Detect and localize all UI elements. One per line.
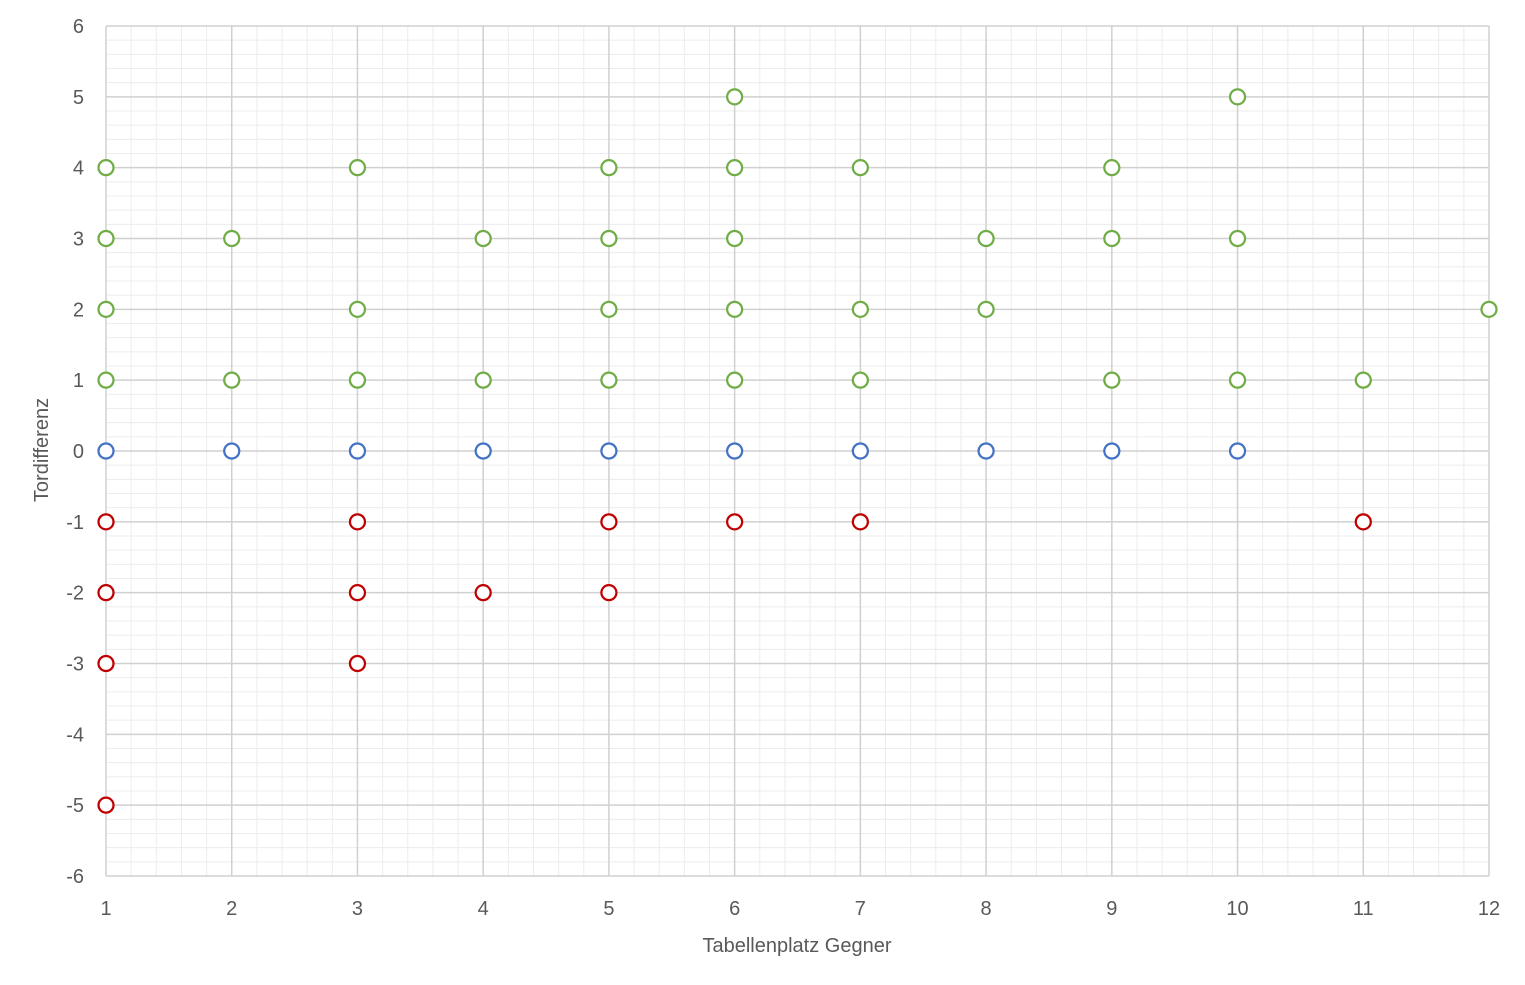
y-tick-label: 4: [73, 158, 84, 180]
data-point: [1103, 159, 1121, 177]
x-tick-label: 2: [226, 898, 237, 920]
data-point: [1103, 371, 1121, 389]
data-point: [348, 654, 367, 673]
data-point: [1354, 513, 1372, 531]
data-point: [348, 300, 367, 318]
data-point: [600, 229, 618, 248]
data-point: [1228, 88, 1247, 106]
data-point: [97, 513, 115, 531]
y-tick-label: -3: [66, 654, 84, 676]
data-points: [97, 88, 1498, 814]
y-tick-label: 5: [73, 87, 84, 109]
data-point: [1228, 229, 1247, 248]
y-tick-label: -6: [66, 866, 84, 888]
data-point: [851, 442, 869, 460]
x-axis-tick-labels: 1 2 3 4 5 6 7 8 9 10 11 12: [100, 898, 1500, 920]
data-point: [600, 371, 618, 389]
data-point: [97, 442, 115, 460]
data-point: [1480, 300, 1498, 318]
major-gridlines: [105, 25, 1490, 877]
data-point: [600, 513, 618, 531]
data-point: [348, 584, 367, 602]
data-point: [1228, 442, 1247, 460]
y-tick-label: 0: [73, 441, 84, 463]
x-tick-label: 4: [478, 898, 489, 920]
y-tick-label: -5: [66, 795, 84, 817]
data-point: [1228, 371, 1247, 389]
data-point: [600, 584, 618, 602]
x-tick-label: 7: [855, 898, 866, 920]
data-point: [851, 300, 869, 318]
y-tick-label: 6: [73, 16, 84, 38]
y-tick-label: -4: [66, 724, 84, 746]
data-point: [726, 442, 744, 460]
data-point: [97, 796, 115, 814]
data-point: [348, 442, 367, 460]
y-tick-label: 3: [73, 229, 84, 251]
data-point: [726, 229, 744, 248]
data-point: [600, 442, 618, 460]
x-tick-label: 11: [1353, 898, 1374, 920]
data-point: [474, 371, 492, 389]
data-point: [977, 300, 995, 318]
data-point: [97, 300, 115, 318]
data-point: [97, 229, 115, 248]
data-point: [851, 159, 869, 177]
x-tick-label: 3: [352, 898, 363, 920]
data-point: [97, 159, 115, 177]
x-tick-label: 12: [1478, 898, 1500, 920]
data-point: [348, 513, 367, 531]
data-point: [474, 584, 492, 602]
y-tick-label: 2: [73, 299, 84, 321]
data-point: [726, 371, 744, 389]
y-tick-label: -1: [66, 512, 84, 534]
y-axis-title: Tordifferenz: [31, 398, 53, 502]
x-axis-title: Tabellenplatz Gegner: [702, 935, 891, 957]
data-point: [474, 442, 492, 460]
data-point: [600, 300, 618, 318]
data-point: [223, 442, 241, 460]
x-tick-label: 6: [729, 898, 740, 920]
data-point: [726, 300, 744, 318]
data-point: [726, 88, 744, 106]
data-point: [1103, 229, 1121, 248]
data-point: [977, 229, 995, 248]
data-point: [1354, 371, 1372, 389]
data-point: [851, 371, 869, 389]
y-tick-label: 1: [73, 370, 84, 392]
data-point: [851, 513, 869, 531]
data-point: [97, 584, 115, 602]
data-point: [600, 159, 618, 177]
data-point: [1103, 442, 1121, 460]
x-tick-label: 10: [1226, 898, 1248, 920]
x-tick-label: 8: [981, 898, 992, 920]
data-point: [726, 159, 744, 177]
data-point: [97, 654, 115, 673]
x-tick-label: 9: [1106, 898, 1117, 920]
data-point: [348, 159, 367, 177]
data-point: [223, 371, 241, 389]
data-point: [97, 371, 115, 389]
data-point: [474, 229, 492, 248]
data-point: [726, 513, 744, 531]
x-tick-label: 5: [603, 898, 614, 920]
x-tick-label: 1: [100, 898, 111, 920]
data-point: [348, 371, 367, 389]
data-point: [223, 229, 241, 248]
y-tick-label: -2: [66, 583, 84, 605]
y-axis-tick-labels: -6 -5 -4 -3 -2 -1 0 1 2 3 4 5 6: [66, 16, 84, 888]
data-point: [977, 442, 995, 460]
